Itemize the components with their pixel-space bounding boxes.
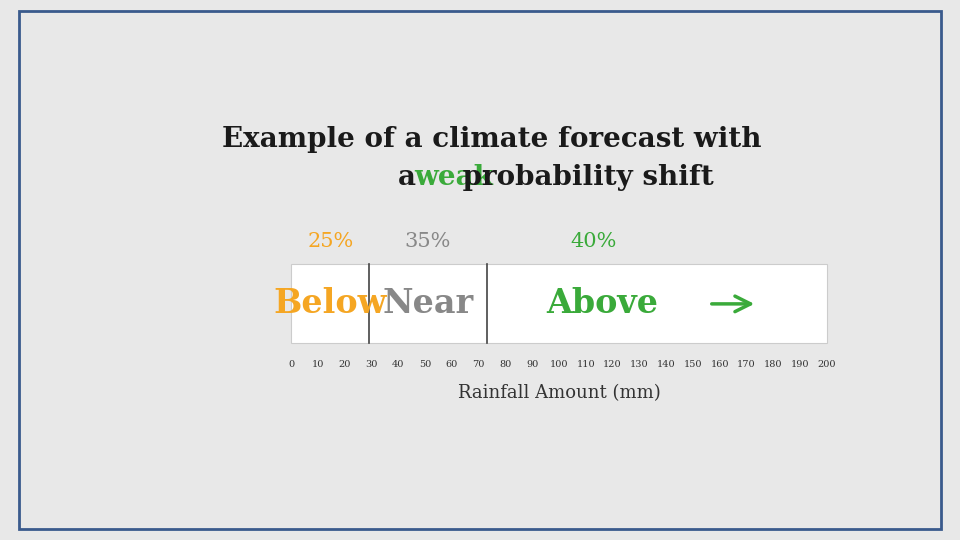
Bar	[291, 265, 827, 343]
Text: 100: 100	[550, 360, 568, 369]
Text: 150: 150	[684, 360, 702, 369]
Text: 40: 40	[392, 360, 404, 369]
Text: 20: 20	[339, 360, 350, 369]
Text: Below: Below	[274, 287, 387, 320]
Text: 120: 120	[603, 360, 622, 369]
Text: Near: Near	[382, 287, 473, 320]
Text: 170: 170	[737, 360, 756, 369]
Text: Example of a climate forecast with: Example of a climate forecast with	[223, 126, 761, 153]
Text: probability shift: probability shift	[453, 164, 714, 191]
Text: 90: 90	[526, 360, 539, 369]
Text: 35%: 35%	[404, 232, 451, 251]
Text: 40%: 40%	[570, 232, 617, 251]
Text: 110: 110	[576, 360, 595, 369]
Text: 70: 70	[472, 360, 485, 369]
Text: Rainfall Amount (mm): Rainfall Amount (mm)	[458, 384, 660, 402]
Text: 140: 140	[657, 360, 676, 369]
Text: 160: 160	[710, 360, 729, 369]
Text: weak: weak	[415, 164, 493, 191]
Text: 30: 30	[366, 360, 377, 369]
Text: 10: 10	[312, 360, 324, 369]
Text: 0: 0	[288, 360, 294, 369]
Text: 190: 190	[791, 360, 809, 369]
Text: 25%: 25%	[307, 232, 353, 251]
Text: 130: 130	[630, 360, 649, 369]
Text: 200: 200	[818, 360, 836, 369]
Text: Above: Above	[546, 287, 658, 320]
Text: 180: 180	[764, 360, 782, 369]
Text: 80: 80	[499, 360, 512, 369]
Text: a: a	[398, 164, 426, 191]
Text: a weak probability shift: a weak probability shift	[308, 164, 676, 191]
Text: 50: 50	[419, 360, 431, 369]
Text: 60: 60	[445, 360, 458, 369]
